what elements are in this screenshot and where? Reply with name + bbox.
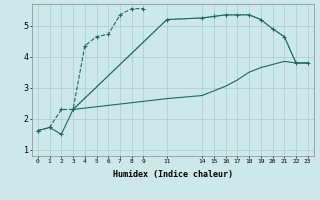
X-axis label: Humidex (Indice chaleur): Humidex (Indice chaleur) xyxy=(113,170,233,179)
